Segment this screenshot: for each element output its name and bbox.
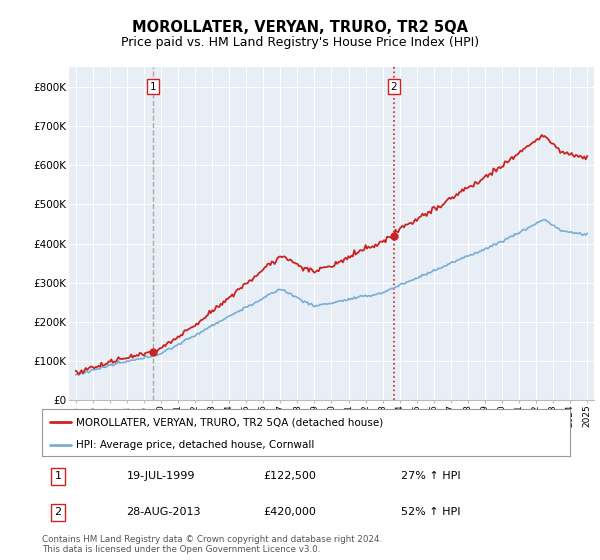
Text: £122,500: £122,500 bbox=[264, 471, 317, 481]
Text: 52% ↑ HPI: 52% ↑ HPI bbox=[401, 507, 461, 517]
Text: 19-JUL-1999: 19-JUL-1999 bbox=[127, 471, 195, 481]
Text: 1: 1 bbox=[55, 471, 61, 481]
Text: 28-AUG-2013: 28-AUG-2013 bbox=[127, 507, 201, 517]
Text: £420,000: £420,000 bbox=[264, 507, 317, 517]
Text: 2: 2 bbox=[54, 507, 61, 517]
Text: MOROLLATER, VERYAN, TRURO, TR2 5QA (detached house): MOROLLATER, VERYAN, TRURO, TR2 5QA (deta… bbox=[76, 417, 383, 427]
Text: 1: 1 bbox=[150, 82, 157, 92]
Text: 2: 2 bbox=[391, 82, 397, 92]
Text: HPI: Average price, detached house, Cornwall: HPI: Average price, detached house, Corn… bbox=[76, 440, 314, 450]
Text: Contains HM Land Registry data © Crown copyright and database right 2024.
This d: Contains HM Land Registry data © Crown c… bbox=[42, 535, 382, 554]
Text: Price paid vs. HM Land Registry's House Price Index (HPI): Price paid vs. HM Land Registry's House … bbox=[121, 36, 479, 49]
Text: 27% ↑ HPI: 27% ↑ HPI bbox=[401, 471, 461, 481]
Text: MOROLLATER, VERYAN, TRURO, TR2 5QA: MOROLLATER, VERYAN, TRURO, TR2 5QA bbox=[132, 20, 468, 35]
